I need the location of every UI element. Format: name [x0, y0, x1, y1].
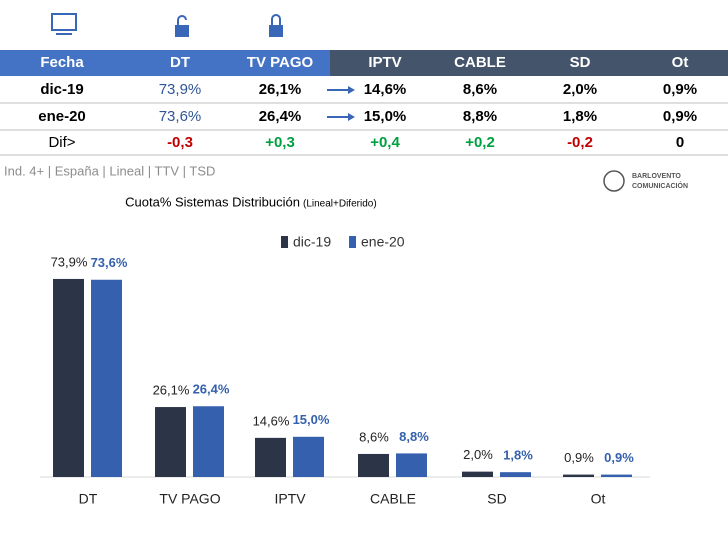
- lock-icon: [175, 15, 189, 37]
- chart-subtitle: (Lineal+Diferido): [303, 199, 377, 210]
- value-label: 1,8%: [503, 448, 533, 463]
- legend-swatch: [281, 236, 288, 248]
- lock-icon: [269, 14, 283, 37]
- x-tick-label: CABLE: [370, 491, 416, 507]
- table-cell: 0,9%: [663, 81, 697, 98]
- value-label: 14,6%: [253, 413, 290, 428]
- header-cell: SD: [570, 54, 591, 71]
- value-label: 8,6%: [359, 429, 389, 444]
- x-tick-label: Ot: [591, 491, 606, 507]
- bar: [255, 437, 286, 477]
- note: Ind. 4+ | España | Lineal | TTV | TSD: [4, 163, 215, 178]
- value-label: 26,1%: [153, 382, 190, 397]
- table-cell: ene-20: [38, 108, 86, 125]
- table-cell: 73,6%: [159, 108, 202, 125]
- logo-text: COMUNICACIÓN: [632, 181, 688, 190]
- value-label: 8,8%: [399, 429, 429, 444]
- table-cell: +0,4: [370, 134, 400, 151]
- header-cell: CABLE: [454, 54, 506, 71]
- value-label: 73,9%: [51, 254, 88, 269]
- header-cell: Fecha: [40, 54, 84, 71]
- legend-label: dic-19: [293, 234, 331, 250]
- arrow-head: [348, 86, 355, 94]
- table-cell: 26,4%: [259, 108, 302, 125]
- table-cell: 8,8%: [463, 108, 497, 125]
- table-cell: -0,2: [567, 134, 593, 151]
- table-cell: -0,3: [167, 134, 193, 151]
- bar: [396, 453, 427, 477]
- bar: [91, 279, 122, 477]
- header-cell: Ot: [672, 54, 689, 71]
- header-cell: TV PAGO: [247, 54, 314, 71]
- logo: BARLOVENTO COMUNICACIÓN: [603, 170, 688, 192]
- value-label: 26,4%: [193, 382, 230, 397]
- table-cell: 14,6%: [364, 81, 407, 98]
- table-cell: 0,9%: [663, 108, 697, 125]
- value-label: 73,6%: [91, 255, 128, 270]
- x-tick-label: DT: [79, 491, 98, 507]
- arrow-head: [348, 113, 355, 121]
- bar: [563, 474, 594, 477]
- table-cell: +0,2: [465, 134, 495, 151]
- logo-text: BARLOVENTO: [632, 173, 681, 180]
- x-tick-label: SD: [487, 491, 506, 507]
- legend-label: ene-20: [361, 234, 405, 250]
- table-cell: 1,8%: [563, 108, 597, 125]
- value-label: 0,9%: [564, 450, 594, 465]
- x-tick-label: TV PAGO: [159, 491, 220, 507]
- bar: [462, 471, 493, 477]
- header-cell: IPTV: [368, 54, 401, 71]
- tv-icon: [51, 13, 77, 35]
- header-bg: [0, 50, 330, 76]
- legend-swatch: [349, 236, 356, 248]
- value-label: 0,9%: [604, 450, 634, 465]
- table-cell: Dif>: [48, 134, 75, 151]
- bar: [53, 278, 84, 477]
- table-cell: 2,0%: [563, 81, 597, 98]
- value-label: 2,0%: [463, 447, 493, 462]
- table-cell: dic-19: [40, 81, 83, 98]
- table-cell: 26,1%: [259, 81, 302, 98]
- table-cell: 0: [676, 134, 684, 151]
- table-cell: 8,6%: [463, 81, 497, 98]
- bar: [500, 472, 531, 477]
- header-cell: DT: [170, 54, 190, 71]
- bar: [193, 406, 224, 477]
- table-cell: +0,3: [265, 134, 295, 151]
- header-bg: [330, 50, 728, 76]
- bar: [358, 453, 389, 477]
- bar: [293, 436, 324, 477]
- x-tick-label: IPTV: [274, 491, 306, 507]
- bar: [155, 407, 186, 477]
- table-cell: 73,9%: [159, 81, 202, 98]
- table-cell: 15,0%: [364, 108, 407, 125]
- value-label: 15,0%: [293, 412, 330, 427]
- chart-title: Cuota% Sistemas Distribución: [125, 194, 300, 209]
- bar: [601, 474, 632, 477]
